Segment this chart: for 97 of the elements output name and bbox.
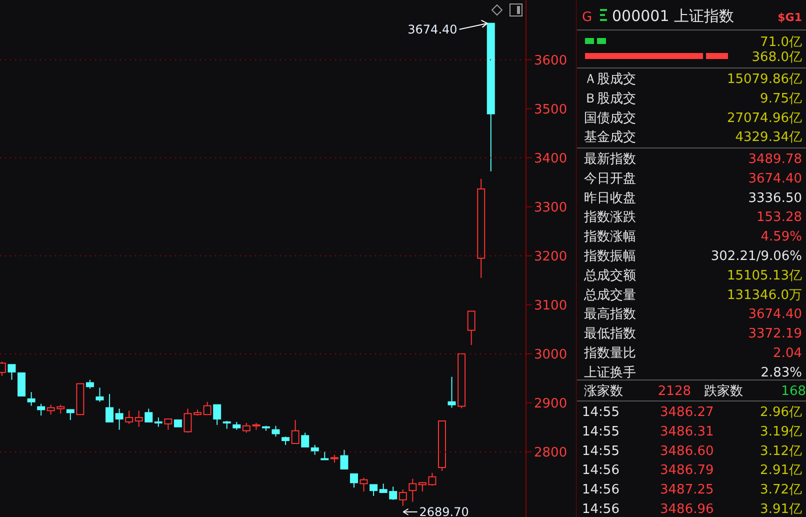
text: 3336.50 bbox=[748, 190, 802, 206]
text: 3489.78 bbox=[748, 152, 802, 167]
text: 15079.86亿 bbox=[726, 72, 802, 87]
text: 基金成交 bbox=[584, 129, 636, 146]
text: 3.19亿 bbox=[760, 424, 802, 440]
text: 14:56 bbox=[582, 482, 620, 498]
candlestick bbox=[272, 425, 280, 438]
text: 3.91亿 bbox=[760, 502, 802, 517]
text: 3674.40 bbox=[748, 171, 802, 186]
text: 14:55 bbox=[582, 444, 620, 459]
y-tick-label: 3100 bbox=[534, 298, 568, 314]
text: 2128 bbox=[658, 384, 691, 399]
text: 3372.19 bbox=[748, 326, 802, 342]
text: 131346.0万 bbox=[726, 288, 802, 303]
text: 跌家数 bbox=[704, 383, 743, 399]
text: 71.0亿 bbox=[760, 35, 802, 50]
text: 302.21/9.06% bbox=[710, 249, 802, 264]
candlestick bbox=[37, 403, 46, 416]
text: 27074.96亿 bbox=[726, 110, 802, 126]
text: 168 bbox=[781, 384, 806, 399]
text: 3486.79 bbox=[660, 463, 714, 478]
y-tick-label: 3200 bbox=[534, 249, 568, 264]
candlestick bbox=[398, 489, 407, 506]
candlestick bbox=[134, 410, 143, 428]
text: G bbox=[582, 10, 592, 25]
candlestick bbox=[96, 387, 104, 402]
candlestick bbox=[164, 418, 172, 430]
text: 9.75亿 bbox=[760, 91, 802, 106]
text: 2.83% bbox=[760, 365, 802, 380]
text: 国债成交 bbox=[584, 110, 636, 126]
text: 今日开盘 bbox=[584, 171, 636, 186]
y-tick-label: 3500 bbox=[534, 102, 568, 118]
text: 3486.31 bbox=[660, 424, 714, 440]
text: 总成交量 bbox=[583, 286, 636, 303]
candlestick bbox=[350, 473, 358, 488]
candlestick bbox=[203, 401, 212, 416]
text: 153.28 bbox=[756, 210, 802, 226]
candlestick bbox=[301, 432, 310, 448]
text: 4.59% bbox=[760, 230, 802, 245]
text: 昨日收盘 bbox=[584, 190, 636, 206]
text: Ｂ股成交 bbox=[584, 90, 636, 106]
text: 3674.40 bbox=[748, 307, 802, 322]
y-tick-label: 3400 bbox=[534, 151, 568, 166]
text: 最高指数 bbox=[584, 306, 636, 322]
text: 指数涨跌 bbox=[583, 210, 636, 226]
text: 指数振幅 bbox=[583, 249, 636, 264]
candlestick bbox=[27, 392, 36, 406]
text: 3486.96 bbox=[660, 502, 714, 517]
candlestick bbox=[340, 449, 348, 470]
y-tick-label: 2900 bbox=[534, 396, 568, 412]
annotation: 2689.70 bbox=[419, 504, 469, 517]
y-tick-label: 3000 bbox=[534, 347, 568, 362]
text: 3486.60 bbox=[660, 444, 714, 459]
candlestick bbox=[154, 417, 162, 428]
candlestick bbox=[360, 477, 368, 492]
text: 最新指数 bbox=[584, 152, 636, 167]
candlestick bbox=[106, 394, 114, 422]
text: Ａ股成交 bbox=[584, 71, 636, 87]
text: 000001 上证指数 bbox=[612, 7, 734, 25]
text: 3486.27 bbox=[660, 405, 714, 420]
y-tick-label: 3600 bbox=[534, 53, 568, 68]
text: 4329.34亿 bbox=[735, 130, 802, 146]
text: $G1 bbox=[778, 11, 802, 24]
text: 15105.13亿 bbox=[726, 268, 802, 284]
text: 涨家数 bbox=[584, 383, 623, 399]
candlestick bbox=[370, 484, 378, 496]
text: 3487.25 bbox=[660, 482, 714, 498]
candlestick bbox=[213, 404, 222, 426]
text: 指数量比 bbox=[583, 346, 636, 361]
text: 3.72亿 bbox=[760, 482, 802, 498]
text: 总成交额 bbox=[583, 267, 636, 284]
candlestick bbox=[115, 408, 124, 430]
text: 14:55 bbox=[582, 405, 620, 420]
text: 2.04 bbox=[773, 346, 802, 361]
text: 368.0亿 bbox=[752, 50, 802, 65]
candlestick bbox=[291, 419, 300, 444]
text: 14:55 bbox=[582, 424, 620, 440]
text: 指数涨幅 bbox=[583, 230, 636, 245]
candlestick bbox=[66, 409, 74, 420]
candlestick bbox=[310, 444, 319, 456]
text: 2.96亿 bbox=[760, 405, 802, 420]
text: 2.91亿 bbox=[760, 463, 802, 478]
text: 14:56 bbox=[582, 502, 620, 517]
candlestick bbox=[144, 408, 153, 422]
text: 最低指数 bbox=[584, 326, 636, 342]
text: 14:56 bbox=[582, 463, 620, 478]
candlestick bbox=[408, 478, 417, 502]
text: 上证换手 bbox=[584, 365, 636, 380]
candlestick bbox=[448, 376, 456, 408]
y-tick-label: 3300 bbox=[534, 200, 568, 216]
candlestick bbox=[467, 310, 476, 346]
text: 3.12亿 bbox=[760, 444, 802, 459]
candlestick bbox=[8, 364, 16, 380]
annotation: 3674.40 bbox=[408, 22, 458, 36]
y-tick-label: 2800 bbox=[534, 445, 568, 460]
candlestick bbox=[125, 410, 134, 424]
candlestick bbox=[18, 372, 26, 396]
